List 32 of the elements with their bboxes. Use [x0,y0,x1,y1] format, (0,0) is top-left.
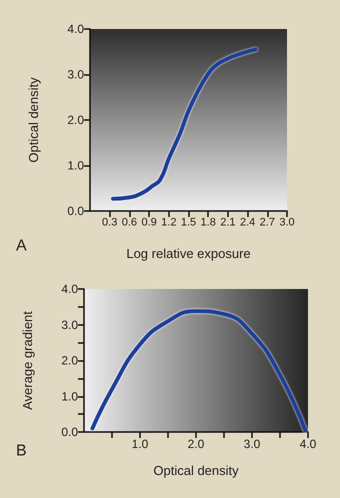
text: B [16,442,27,460]
x-tick-label: 3.0 [244,437,261,451]
x-tick-label: 1.2 [161,216,176,228]
x-tick-label: 1.5 [180,216,196,228]
x-tick-label: 2.0 [188,437,205,451]
y-tick-label: 0.0 [61,425,78,439]
y-tick-label: 4.0 [67,22,84,36]
line-series [90,309,308,432]
x-tick-label: 2.4 [240,216,256,228]
line-series [110,47,258,201]
x-axis-title: Log relative exposure [126,246,251,261]
y-tick-label: 4.0 [61,282,78,296]
y-tick-label: 0.0 [67,204,84,218]
y-tick-label: 1.0 [61,389,78,404]
x-tick-label: 0.9 [141,216,157,228]
x-tick-label: 1.0 [132,437,149,451]
x-tick-label: 0.6 [122,216,138,228]
x-tick-label: 4.0 [300,437,317,451]
y-axis-title: Optical density [26,76,41,163]
x-axis-title: Optical density [153,463,240,478]
y-tick-label: 2.0 [67,113,84,127]
y-tick-label: 2.0 [61,354,78,368]
x-tick-label: 2.1 [220,216,236,228]
y-tick-label: 1.0 [67,158,84,172]
y-tick-label: 3.0 [67,68,84,82]
y-tick-label: 3.0 [61,318,78,332]
x-tick-label: 2.7 [260,216,275,228]
x-tick-label: 1.8 [200,216,216,228]
text: A [16,238,27,254]
y-axis-title: Average gradient [20,310,35,410]
x-tick-label: 0.3 [102,216,118,228]
x-tick-label: 3.0 [279,216,295,228]
